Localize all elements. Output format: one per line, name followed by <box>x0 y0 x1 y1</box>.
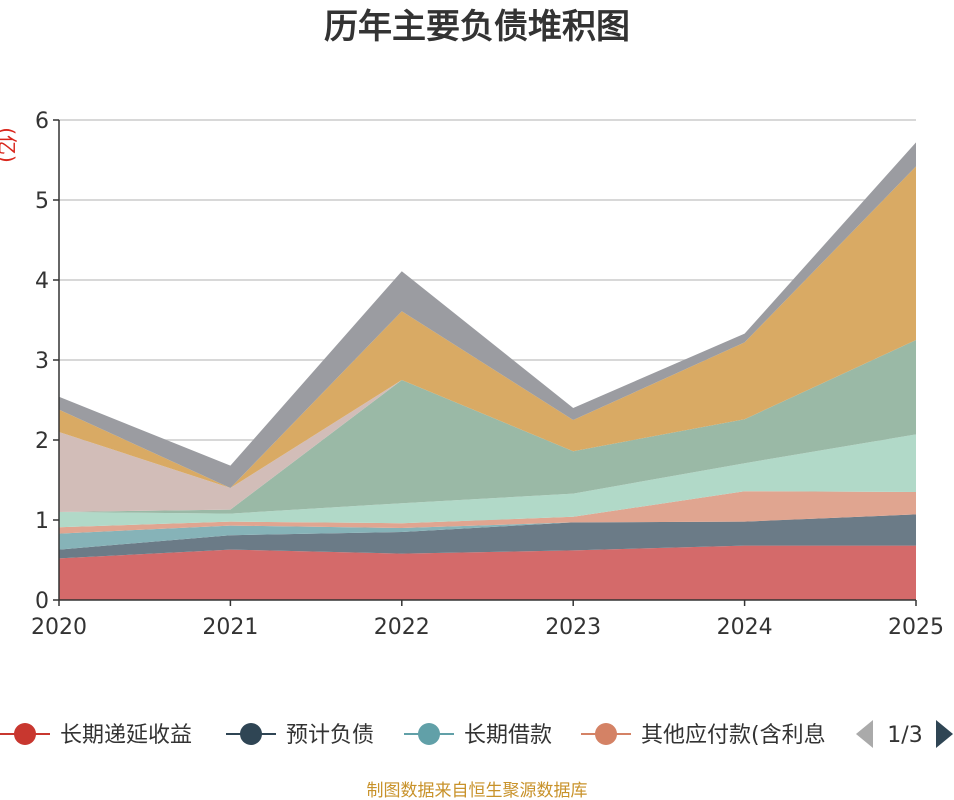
legend-item[interactable]: 长期借款 <box>404 723 552 748</box>
legend-item[interactable]: 长期递延收益 <box>0 723 192 748</box>
legend-marker <box>14 723 36 745</box>
legend-item[interactable]: 其他应付款(含利息 <box>581 723 826 748</box>
legend-label: 长期借款 <box>464 723 552 748</box>
legend: 长期递延收益 预计负债 长期借款 其他应付款(含利息 1/3 <box>0 720 953 748</box>
y-tick-label: 3 <box>35 349 49 374</box>
x-tick-label: 2022 <box>374 615 430 640</box>
area-应付债券 <box>59 340 916 512</box>
area-长期应付款 <box>59 340 916 514</box>
x-tick-label: 2023 <box>545 615 601 640</box>
y-axis-label: (亿) <box>0 127 19 163</box>
legend-marker <box>418 723 440 745</box>
chart-title: 历年主要负债堆积图 <box>324 7 630 47</box>
area-其他应付款(含利息和股利) <box>59 491 916 534</box>
x-tick-label: 2024 <box>717 615 773 640</box>
x-tick-label: 2025 <box>888 615 944 640</box>
y-tick-label: 4 <box>35 269 49 294</box>
legend-label: 长期递延收益 <box>60 723 192 748</box>
x-tick-label: 2020 <box>31 615 87 640</box>
legend-page-indicator: 1/3 <box>887 723 922 748</box>
legend-item[interactable]: 预计负债 <box>226 723 374 748</box>
y-tick-label: 6 <box>35 109 49 134</box>
source-note: 制图数据来自恒生聚源数据库 <box>367 781 588 800</box>
y-tick-label: 2 <box>35 429 49 454</box>
area-长期递延收益 <box>59 545 916 600</box>
area-递延所得税负债 <box>59 166 916 488</box>
area-租赁负债 <box>59 434 916 528</box>
x-tick-label: 2021 <box>202 615 258 640</box>
legend-marker <box>595 723 617 745</box>
legend-next-page-icon[interactable] <box>936 720 953 748</box>
axes: 0 1 2 3 4 5 6 2020 2021 2022 2023 2024 2025 <box>31 109 944 640</box>
y-tick-label: 0 <box>35 589 49 614</box>
area-长期借款 <box>59 514 916 550</box>
legend-prev-page-icon[interactable] <box>856 720 873 748</box>
y-tick-label: 1 <box>35 509 49 534</box>
area-预计负债 <box>59 514 916 559</box>
legend-label: 其他应付款(含利息 <box>641 723 826 748</box>
legend-label: 预计负债 <box>286 723 374 748</box>
y-tick-label: 5 <box>35 189 49 214</box>
area-series <box>59 142 916 600</box>
legend-marker <box>240 723 262 745</box>
